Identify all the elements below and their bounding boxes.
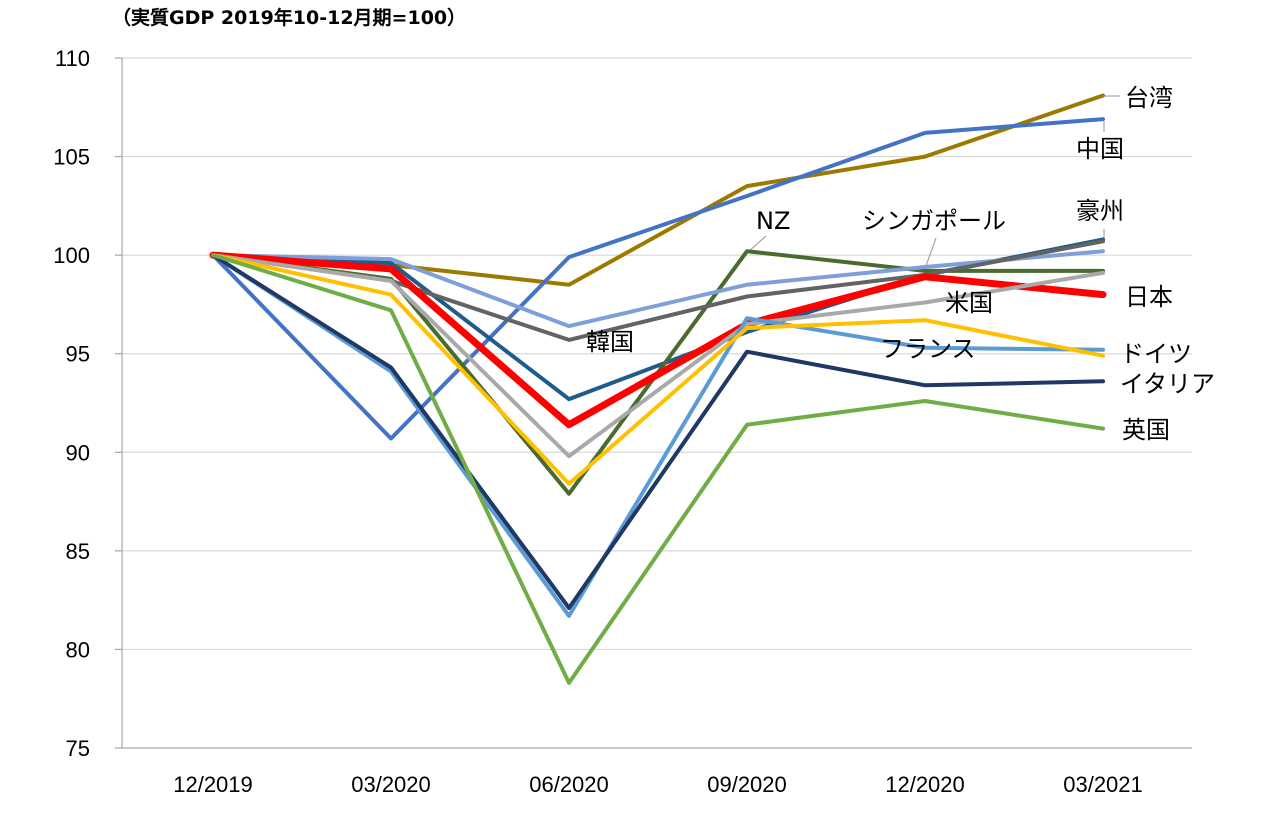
series-label-1: 台湾 [1125,84,1173,112]
series-line-5 [211,249,1105,329]
axes [115,57,1192,749]
y-tick-105: 105 [53,145,90,170]
series-line-8 [211,253,1105,459]
series-lines [209,93,1107,685]
gridlines [122,57,1192,651]
label-leader-lines [747,95,1120,267]
leader-line-5 [925,237,937,267]
y-tick-90: 90 [66,440,90,465]
y-tick-80: 80 [66,637,90,662]
series-line-11 [211,253,1105,610]
series-label-4: NZ [756,207,790,235]
series-line-10 [211,253,1105,486]
series-label-11: イタリア [1120,370,1215,398]
y-tick-110: 110 [55,46,90,71]
y-tick-labels: 75 80 85 90 95 100 105 110 [53,46,90,761]
x-tick-09-2020: 09/2020 [707,772,787,797]
series-label-3: 豪州 [1076,197,1124,225]
x-tick-03-2020: 03/2020 [351,772,431,797]
y-tick-95: 95 [66,342,90,367]
series-label-7: 日本 [1125,283,1173,311]
series-label-10: ドイツ [1120,340,1192,368]
series-line-12 [211,253,1105,685]
leader-line-4 [747,235,767,253]
series-label-2: 中国 [1076,135,1124,163]
x-tick-12-2020: 12/2020 [885,772,965,797]
x-tick-12-2019: 12/2019 [173,772,253,797]
x-tick-06-2020: 06/2020 [529,772,609,797]
y-tick-100: 100 [53,243,90,268]
y-tick-75: 75 [66,736,90,761]
x-tick-03-2021: 03/2021 [1063,772,1143,797]
x-tick-labels: 12/2019 03/2020 06/2020 09/2020 12/2020 03/20… [173,772,1143,797]
series-line-2 [211,117,1105,441]
chart-subtitle: （実質GDP 2019年10-12月期=100） [112,6,466,29]
y-tick-85: 85 [66,539,90,564]
series-label-8: 米国 [945,289,993,317]
series-line-9 [211,253,1105,618]
series-label-9: フランス [880,335,976,363]
series-label-5: シンガポール [862,207,1006,235]
series-label-12: 英国 [1122,416,1170,444]
series-line-7 [209,251,1107,429]
series-label-6: 韓国 [586,328,634,356]
